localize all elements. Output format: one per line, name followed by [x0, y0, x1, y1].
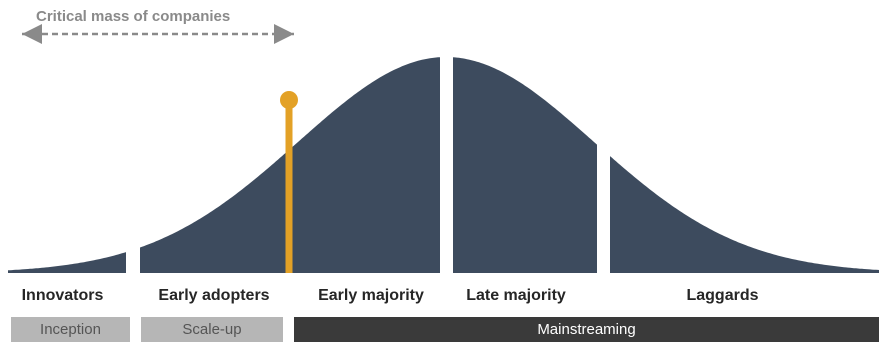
critical-mass-label: Critical mass of companies — [36, 8, 231, 25]
curve-innovators — [8, 252, 126, 273]
segment-label-innovators: Innovators — [21, 287, 104, 304]
phase-mainstreaming: Mainstreaming — [294, 317, 879, 342]
phase-inception: Inception — [11, 317, 130, 342]
phase-scale-up: Scale-up — [141, 317, 283, 342]
curve-late-majority — [453, 57, 597, 274]
segment-label-late-majority: Late majority — [466, 287, 566, 304]
segment-label-early-adopters: Early adopters — [158, 287, 270, 304]
segment-label-early-majority: Early majority — [318, 287, 424, 304]
curve-laggards — [610, 156, 879, 273]
critical-mass-marker-dot — [280, 91, 298, 109]
bell-curve — [8, 57, 879, 274]
segment-label-laggards: Laggards — [686, 287, 759, 304]
